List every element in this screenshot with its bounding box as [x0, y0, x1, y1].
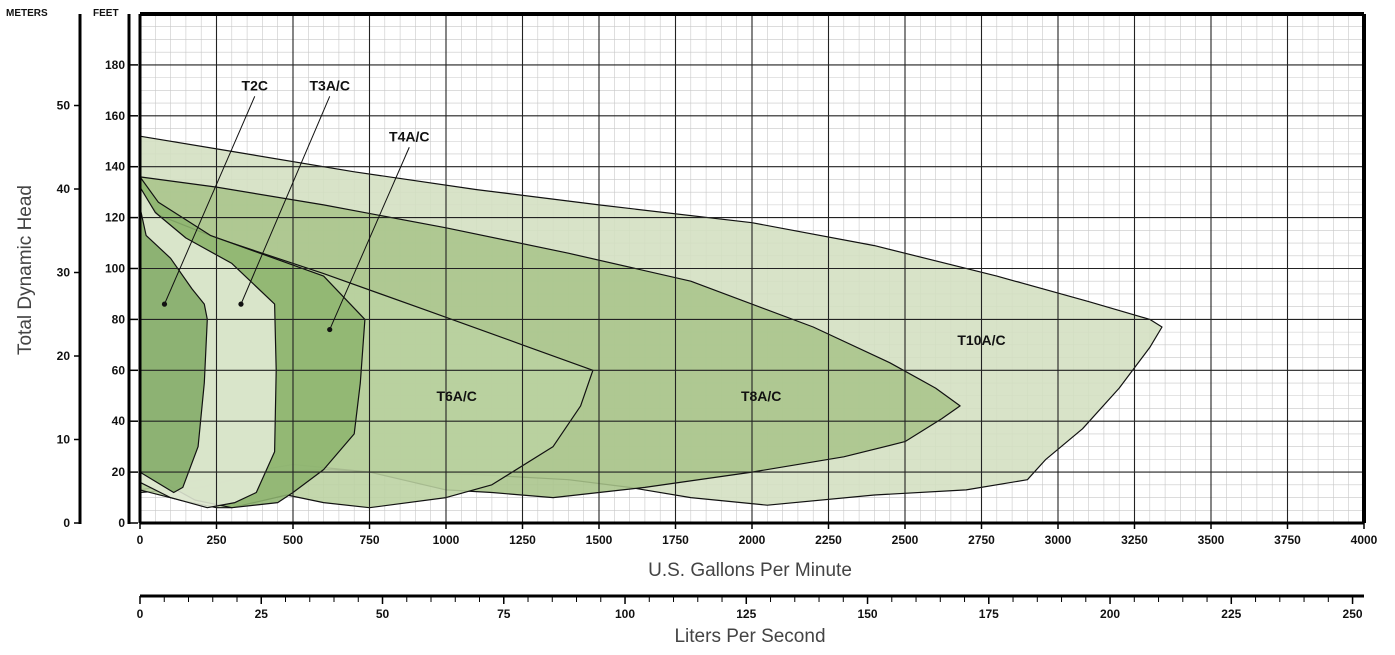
- gpm-tick-label: 2750: [968, 533, 995, 547]
- callout-leader-line: [164, 96, 256, 305]
- feet-tick-label: 100: [105, 262, 125, 276]
- lps-tick-label: 100: [615, 607, 635, 621]
- gpm-tick-label: 1750: [662, 533, 689, 547]
- gpm-tick-label: 750: [359, 533, 379, 547]
- gpm-tick-label: 1250: [509, 533, 536, 547]
- lps-tick-label: 200: [1100, 607, 1120, 621]
- meters-tick-label: 0: [63, 516, 70, 530]
- gpm-tick-label: 1000: [433, 533, 460, 547]
- lps-tick-label: 25: [255, 607, 269, 621]
- gpm-tick-label: 500: [283, 533, 303, 547]
- y-axis-title: Total Dynamic Head: [15, 185, 36, 355]
- lps-tick-label: 50: [376, 607, 390, 621]
- lps-tick-label: 125: [736, 607, 756, 621]
- gpm-tick-label: 3500: [1198, 533, 1225, 547]
- callout-dot: [238, 301, 244, 307]
- gpm-tick-label: 3750: [1274, 533, 1301, 547]
- major-grid: [140, 14, 1364, 523]
- lps-tick-label: 175: [979, 607, 999, 621]
- feet-tick-label: 120: [105, 211, 125, 225]
- series-label: T10A/C: [957, 332, 1005, 348]
- gpm-tick-label: 250: [206, 533, 226, 547]
- series-label: T6A/C: [436, 388, 476, 404]
- gpm-tick-label: 2000: [739, 533, 766, 547]
- lps-tick-label: 225: [1221, 607, 1241, 621]
- callout-dot: [161, 301, 168, 307]
- meters-tick-label: 50: [57, 99, 71, 113]
- labels: T2C T3A/C T4A/C T10A/C T8A/C T6A/C: [242, 77, 1006, 403]
- series-label: T8A/C: [741, 388, 781, 404]
- y-unit-meters: METERS: [6, 8, 48, 19]
- gpm-tick-label: 2250: [815, 533, 842, 547]
- feet-tick-label: 0: [118, 516, 125, 530]
- feet-tick-label: 160: [105, 109, 125, 123]
- meters-tick-label: 10: [57, 433, 71, 447]
- lps-tick-label: 250: [1343, 607, 1363, 621]
- series-areas: [139, 135, 1163, 509]
- callout-lines: [161, 96, 410, 333]
- feet-tick-label: 180: [105, 58, 125, 72]
- gpm-tick-label: 1500: [586, 533, 613, 547]
- lps-tick-label: 0: [137, 607, 144, 621]
- gpm-tick-label: 0: [137, 533, 144, 547]
- gpm-tick-label: 2500: [892, 533, 919, 547]
- y-unit-feet: FEET: [93, 8, 119, 19]
- series-label: T2C: [242, 77, 268, 93]
- feet-tick-label: 20: [112, 465, 126, 479]
- callout-leader-line: [240, 96, 331, 305]
- gpm-tick-label: 3250: [1121, 533, 1148, 547]
- feet-tick-label: 140: [105, 160, 125, 174]
- x-axis-title: U.S. Gallons Per Minute: [648, 560, 852, 581]
- feet-tick-label: 60: [112, 363, 126, 377]
- gpm-tick-label: 3000: [1045, 533, 1072, 547]
- gpm-tick-label: 4000: [1351, 533, 1378, 547]
- callout-dot: [327, 326, 333, 333]
- meters-tick-label: 20: [57, 349, 71, 363]
- lps-tick-label: 150: [858, 607, 878, 621]
- feet-tick-label: 40: [112, 414, 126, 428]
- series-label: T4A/C: [389, 128, 429, 144]
- meters-tick-label: 30: [57, 266, 71, 280]
- lps-tick-label: 75: [497, 607, 511, 621]
- meters-tick-label: 40: [57, 182, 71, 196]
- callout-leader-line: [329, 147, 410, 330]
- feet-tick-label: 80: [112, 312, 126, 326]
- x2-axis-title: Liters Per Second: [674, 626, 825, 647]
- series-label: T3A/C: [309, 77, 349, 93]
